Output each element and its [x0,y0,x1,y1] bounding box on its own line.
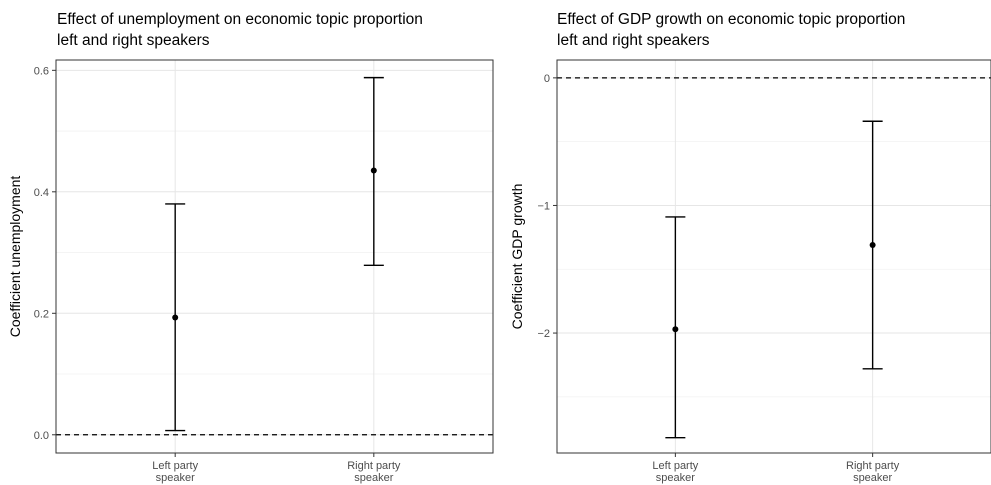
y-tick-label: 0.0 [34,430,49,442]
estimate-point-2 [370,167,377,174]
panel-border [556,59,991,454]
x-tick-label: Right party speaker [846,460,900,484]
x-tick-label-line1: Right party [347,460,401,472]
y-tick-label: 0.6 [34,65,49,77]
chart-title-line2: left and right speakers [57,32,210,49]
y-tick-label: 0 [544,73,550,85]
chart-title-line2: left and right speakers [557,32,710,49]
y-axis-label: Coefficient GDP growth [509,184,525,330]
x-tick-label-line1: Left party [152,460,198,472]
chart-title-line1: Effect of unemployment on economic topic… [57,11,423,28]
x-tick-label-line1: Left party [652,460,698,472]
panel-border [55,59,494,454]
y-axis-label: Coefficient unemployment [7,176,23,338]
estimate-point-1 [672,326,679,333]
y-tick-label: −1 [537,200,550,212]
chart-title-line1: Effect of GDP growth on economic topic p… [557,11,905,28]
y-tick-label: 0.4 [34,187,49,199]
x-tick-label-line2: speaker [656,472,695,484]
x-tick-label-line2: speaker [853,472,892,484]
y-tick-label: 0.2 [34,308,49,320]
x-tick-label: Left party speaker [152,460,198,484]
estimate-point-1 [172,314,179,321]
x-tick-label-line1: Right party [846,460,900,472]
chart-panel-1: Effect of unemployment on economic topic… [7,11,494,484]
x-tick-label-line2: speaker [354,472,393,484]
estimate-point-2 [869,242,876,249]
x-tick-label: Right party speaker [347,460,401,484]
y-tick-label: −2 [537,328,550,340]
chart-panel-2: Effect of GDP growth on economic topic p… [509,11,991,484]
x-tick-label: Left party speaker [652,460,698,484]
x-tick-label-line2: speaker [156,472,195,484]
